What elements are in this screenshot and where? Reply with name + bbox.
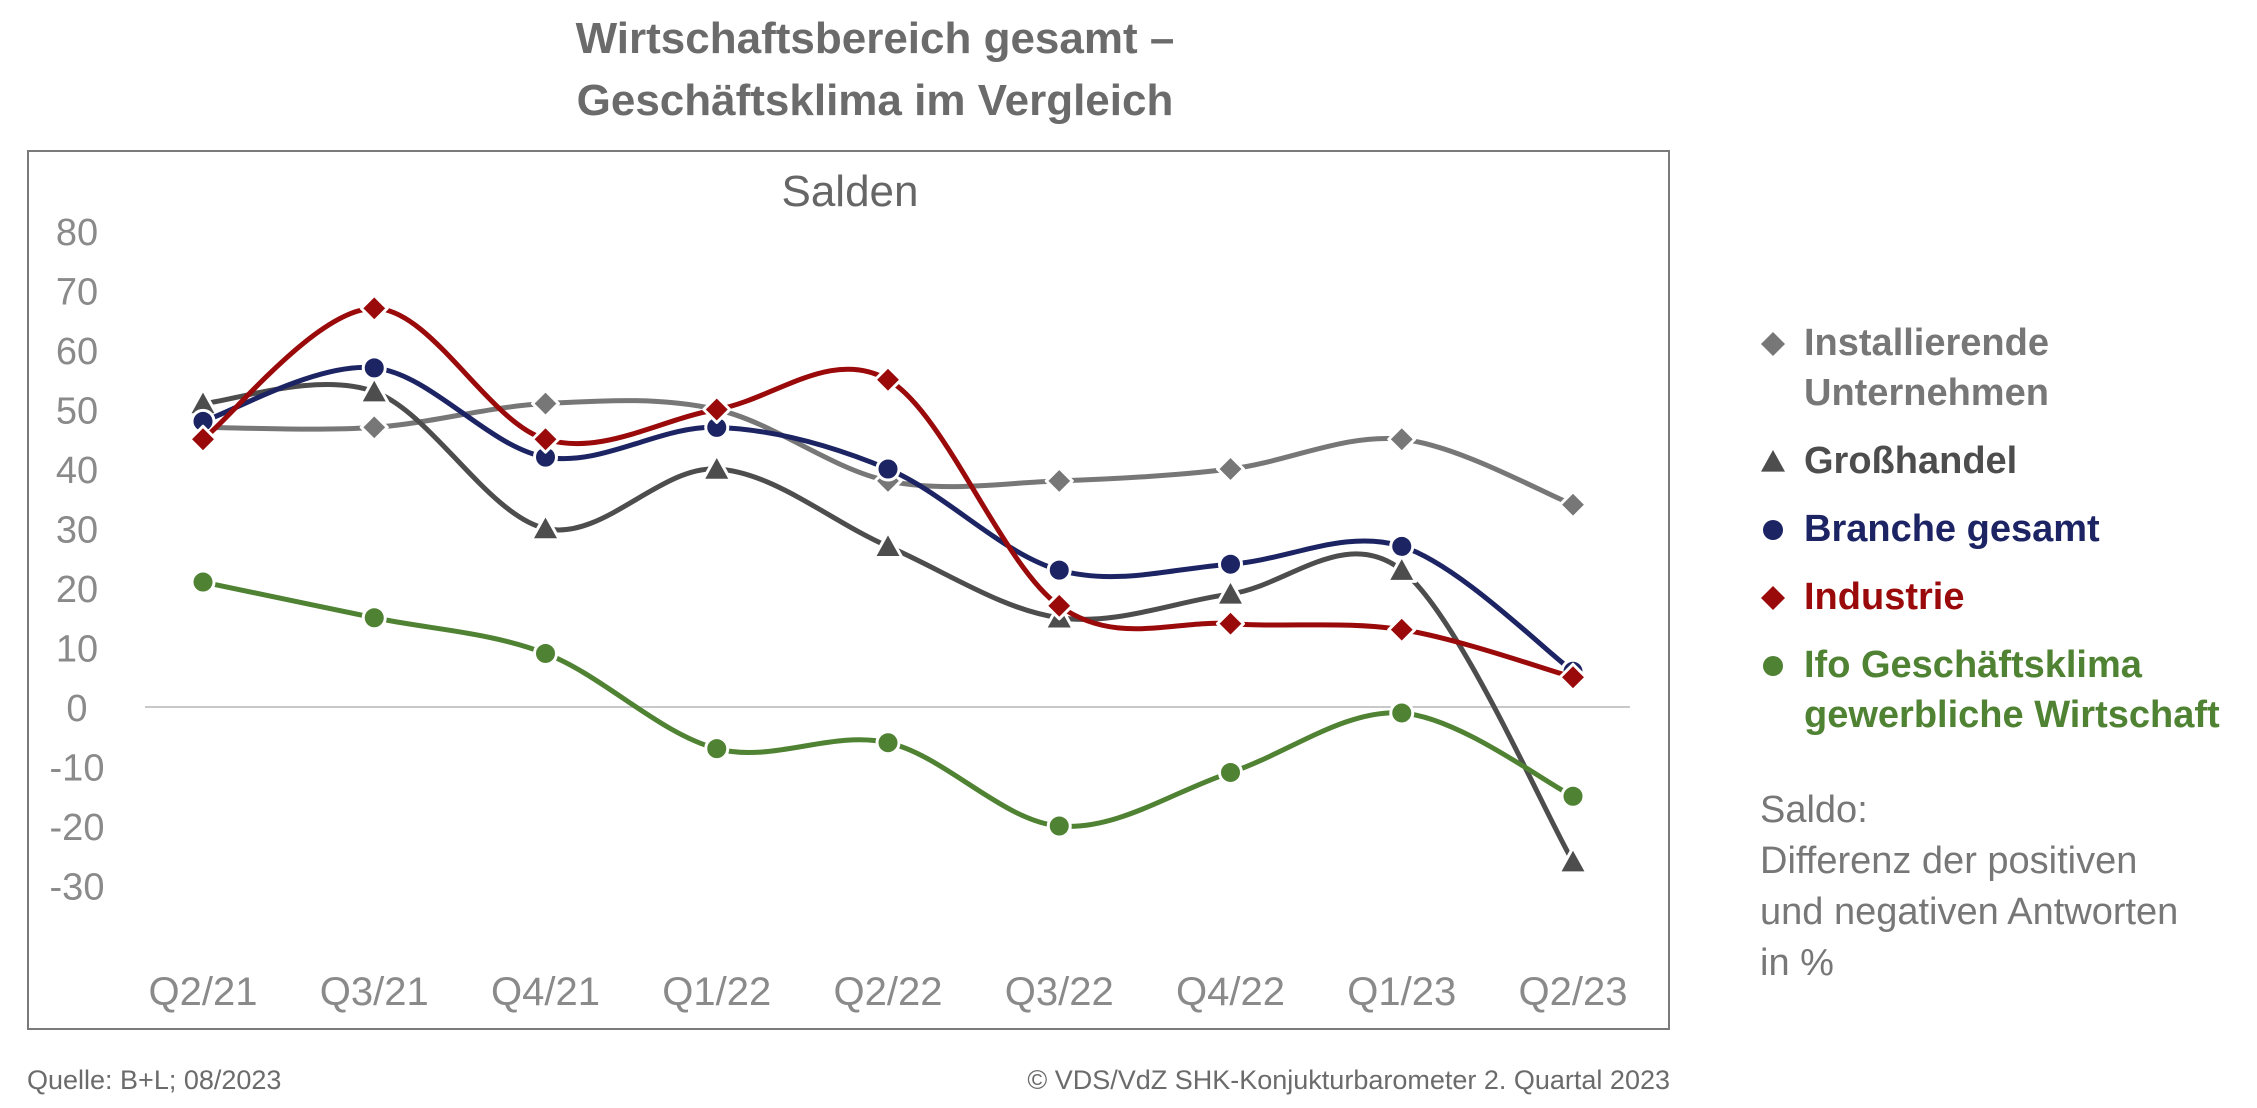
source-note: Quelle: B+L; 08/2023: [27, 1065, 282, 1095]
legend-marker-circle: [1763, 656, 1783, 676]
y-tick-label: 50: [56, 391, 98, 433]
data-point: [533, 640, 558, 666]
legend-label: Unternehmen: [1804, 372, 2049, 414]
plot-frame: [27, 150, 1670, 1030]
data-point: [188, 424, 218, 454]
data-point: [190, 569, 216, 595]
data-point: [1046, 813, 1072, 839]
data-point: [1557, 846, 1589, 875]
data-point: [873, 365, 903, 395]
legend-marker-triangle: [1761, 450, 1785, 472]
data-point: [1560, 783, 1586, 809]
note-line-3: und negativen Antworten: [1760, 891, 2179, 933]
chart-title: Wirtschaftsbereich gesamt – Geschäftskli…: [400, 8, 1350, 132]
data-point: [1558, 490, 1588, 520]
chart-subtitle: Salden: [781, 167, 918, 216]
legend-label: gewerbliche Wirtschaft: [1804, 694, 2220, 736]
data-point: [358, 376, 390, 405]
legend-label: Installierende: [1804, 322, 2049, 364]
data-point: [1387, 424, 1417, 454]
data-point: [531, 424, 560, 454]
data-point: [1044, 591, 1074, 621]
x-tick-label: Q2/22: [834, 970, 943, 1014]
y-tick-label: 80: [56, 212, 98, 254]
data-point: [702, 395, 732, 424]
title-line-1: Wirtschaftsbereich gesamt –: [575, 14, 1175, 63]
data-point: [1216, 609, 1245, 639]
legend-item: Großhandel: [1758, 436, 2253, 486]
note-line-2: Differenz der positiven: [1760, 840, 2138, 882]
legend-item: Industrie: [1758, 572, 2253, 622]
data-point: [875, 456, 901, 482]
legend-marker-circle: [1763, 520, 1783, 540]
x-tick-label: Q3/21: [320, 970, 429, 1014]
note-line-4: in %: [1760, 942, 1834, 984]
data-point: [1044, 466, 1074, 496]
data-point: [875, 730, 901, 756]
saldo-note: Saldo: Differenz der positiven und negat…: [1760, 785, 2250, 989]
data-point: [1218, 759, 1243, 785]
data-point: [1558, 662, 1588, 692]
data-point: [359, 293, 389, 323]
legend: Installierende Unternehmen Großhandel Branc…: [1758, 318, 2253, 758]
x-tick-label: Q3/22: [1005, 970, 1114, 1014]
x-tick-label: Q1/22: [662, 970, 771, 1014]
legend-label: Industrie: [1804, 576, 1965, 618]
legend-item: Ifo Geschäftsklima gewerbliche Wirtschaft: [1758, 640, 2253, 740]
data-point: [359, 412, 389, 442]
data-point: [1218, 551, 1243, 577]
data-point: [1386, 554, 1418, 583]
y-tick-label: 30: [56, 510, 98, 552]
x-tick-label: Q2/23: [1519, 970, 1628, 1014]
data-point: [1046, 557, 1072, 583]
legend-label: Großhandel: [1804, 440, 2018, 482]
data-point: [1389, 700, 1415, 726]
data-point: [531, 389, 560, 419]
legend-item: Branche gesamt: [1758, 504, 2253, 554]
x-tick-label: Q4/22: [1176, 970, 1285, 1014]
data-point: [701, 453, 733, 482]
legend-label: Branche gesamt: [1804, 508, 2100, 550]
note-line-1: Saldo:: [1760, 789, 1868, 831]
data-point: [872, 530, 904, 560]
y-tick-label: 70: [56, 272, 98, 314]
y-tick-label: 60: [56, 331, 98, 373]
x-tick-label: Q1/23: [1347, 970, 1456, 1014]
data-point: [361, 605, 387, 631]
data-point: [361, 355, 387, 381]
x-tick-label: Q4/21: [491, 970, 600, 1014]
y-tick-label: 40: [56, 450, 98, 492]
legend-marker-diamond: [1761, 332, 1785, 356]
data-point: [1215, 578, 1246, 607]
series-line-5: [200, 579, 1576, 829]
y-tick-label: -30: [50, 867, 105, 909]
y-tick-label: -10: [50, 748, 105, 790]
legend-label: Ifo Geschäftsklima: [1804, 644, 2142, 686]
x-tick-label: Q2/21: [149, 970, 258, 1014]
y-tick-label: -20: [50, 807, 105, 849]
data-point: [1216, 454, 1245, 484]
title-line-2: Geschäftsklima im Vergleich: [576, 76, 1174, 125]
data-point: [704, 736, 730, 762]
y-tick-label: 10: [56, 629, 98, 671]
copyright-note: © VDS/VdZ SHK-Konjukturbarometer 2. Quar…: [1027, 1065, 1670, 1095]
data-point: [1389, 533, 1415, 559]
legend-item: Installierende Unternehmen: [1758, 318, 2253, 418]
data-point: [530, 513, 561, 542]
data-point: [1387, 615, 1417, 645]
legend-marker-diamond: [1761, 586, 1785, 610]
y-tick-label: 20: [56, 569, 98, 611]
y-tick-label: 0: [66, 688, 87, 730]
